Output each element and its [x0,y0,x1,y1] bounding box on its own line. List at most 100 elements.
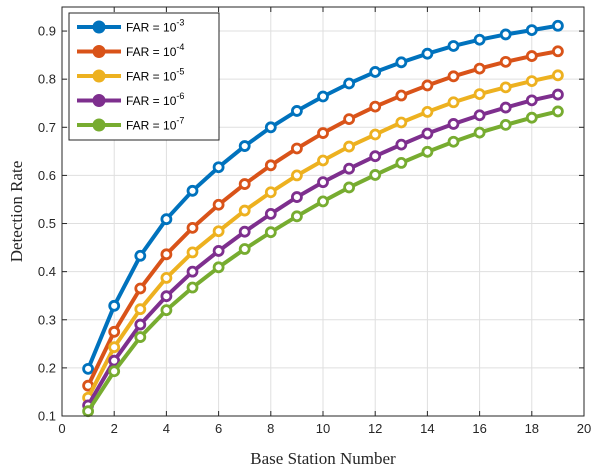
legend-label-exponent: -4 [176,42,184,52]
legend-item: FAR = 10-7 [77,116,184,133]
data-point [395,138,408,151]
x-axis-title: Base Station Number [250,449,396,468]
data-point [82,362,94,375]
data-point [186,281,199,294]
legend-label: FAR = 10-4 [126,42,184,59]
data-point [134,318,147,331]
y-tick-label: 0.2 [38,360,56,375]
legend-label-base: FAR = 10 [126,21,177,35]
x-tick-label: 6 [215,421,222,436]
data-point [343,181,356,194]
data-point [290,210,303,223]
data-point [160,213,173,226]
data-point [108,299,121,312]
data-point [552,19,564,32]
data-point [108,325,121,338]
data-point [264,186,277,199]
data-point [238,204,251,217]
y-tick-label: 0.9 [38,24,56,39]
y-axis-title: Detection Rate [7,161,26,263]
data-point [421,145,434,158]
data-point [317,127,329,139]
data-point [160,304,173,317]
data-point [395,89,408,102]
data-point [264,121,277,134]
data-point [186,221,199,234]
data-point [473,62,486,75]
data-point [525,75,538,88]
legend-swatch-marker [92,20,106,34]
x-tick-label: 20 [577,421,591,436]
legend-label-exponent: -6 [176,91,184,101]
legend-item: FAR = 10-4 [77,42,184,59]
data-point [447,70,460,83]
data-point [108,354,121,367]
legend-label-exponent: -3 [176,18,184,28]
data-point [212,198,225,211]
data-point [238,178,251,190]
data-point [499,81,512,94]
y-tick-label: 0.3 [38,312,56,327]
legend-label-base: FAR = 10 [126,70,177,84]
data-point [160,272,173,284]
data-point [134,303,147,316]
data-point [108,365,121,378]
legend-swatch-marker [92,94,106,107]
data-point [160,248,173,261]
data-point [369,128,382,141]
y-tick-label: 0.8 [38,72,56,87]
data-point [421,79,434,92]
data-point [290,191,303,203]
legend-swatch-marker [92,118,106,132]
data-point [447,40,460,52]
data-point [552,69,564,82]
series-layer [82,19,564,418]
data-point [499,101,512,114]
data-point [290,142,303,155]
x-tick-label: 18 [525,421,539,436]
data-point [473,33,486,46]
data-point [525,111,538,124]
x-tick-label: 4 [163,421,170,436]
data-point [317,154,329,167]
data-point [212,161,225,174]
data-point [447,118,460,130]
data-point [108,341,121,354]
x-tick-label: 0 [58,421,65,436]
data-point [160,290,173,303]
data-point [447,96,460,109]
data-point [473,109,486,122]
x-tick-label: 12 [368,421,382,436]
data-point [317,176,329,189]
data-point [343,77,356,90]
data-point [421,105,434,118]
data-point [343,113,356,126]
data-point [134,331,147,343]
data-point [212,261,225,274]
data-point [499,118,512,131]
series-far-1e-4 [82,45,564,392]
data-point [264,226,277,239]
legend-label-exponent: -7 [176,116,184,126]
data-point [395,56,408,69]
data-point [369,150,382,163]
data-point [369,66,382,78]
data-point [473,126,486,139]
legend-label-base: FAR = 10 [126,45,177,59]
data-point [499,28,512,41]
data-point [317,90,329,103]
series-far-1e-5 [82,69,564,404]
legend-item: FAR = 10-6 [77,91,184,108]
legend-item: FAR = 10-3 [77,18,184,35]
data-point [134,249,147,262]
data-point [290,169,303,182]
series-far-1e-7 [82,105,564,418]
y-tick-label: 0.6 [38,168,56,183]
data-point [369,100,382,113]
data-point [525,24,538,36]
data-point [421,47,434,60]
data-point [317,195,329,208]
data-point [552,105,564,118]
data-point [395,116,408,129]
data-point [369,169,382,181]
